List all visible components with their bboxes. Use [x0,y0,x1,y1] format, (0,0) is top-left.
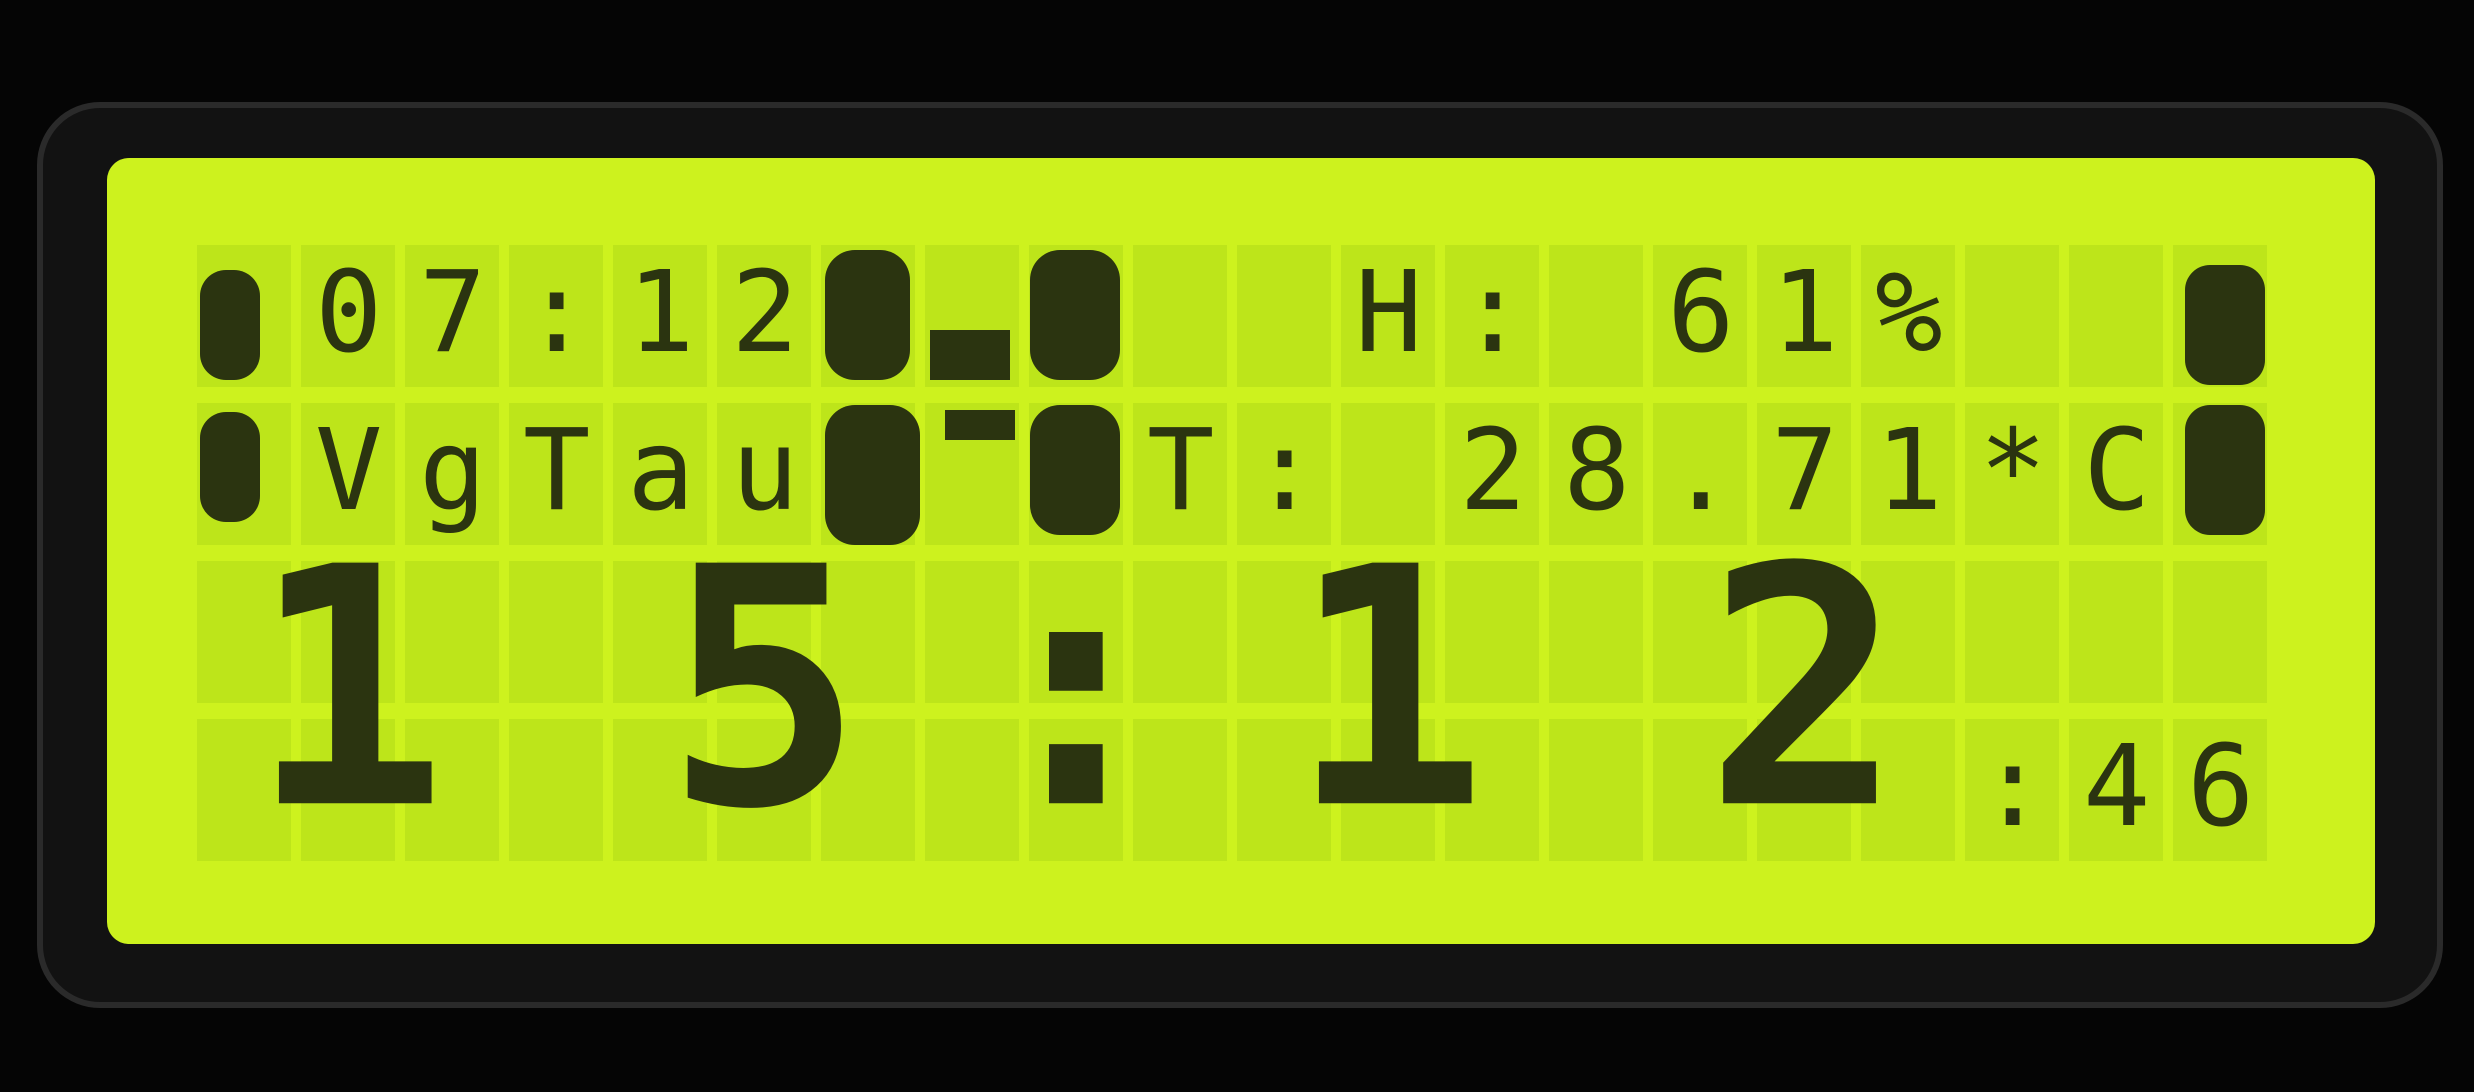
char-cell [1965,245,2059,387]
char-cell [509,245,603,387]
char-cell [509,719,603,861]
char-cell [1237,403,1331,545]
char-cell [717,719,811,861]
lcd-texts: 07:12 H: 61%VgTau T: 28.71*C:461 5:1 2 [249,248,2291,881]
char-cell [1445,403,1539,545]
char-cell [717,561,811,703]
char-cell [405,403,499,545]
char-cell [1237,245,1331,387]
char-cell [613,561,707,703]
char-cell [1653,719,1747,861]
char-cell [2069,561,2163,703]
char-cell [509,561,603,703]
lcd-text: 07:12 [315,248,835,378]
cell-grid [197,245,2267,861]
char-cell [1653,403,1747,545]
char-cell [717,403,811,545]
char-cell [405,719,499,861]
icon [945,410,1015,440]
char-cell [1133,719,1227,861]
big-digit: 5 [665,497,864,881]
char-cell [1133,403,1227,545]
char-cell [1653,245,1747,387]
char-cell [301,719,395,861]
icon [2185,405,2265,535]
char-cell [1029,719,1123,861]
icon [930,330,1010,380]
char-cell [1341,245,1435,387]
big-digit: 2 [1705,497,1904,881]
char-cell [2173,561,2267,703]
char-cell [717,245,811,387]
char-cell [405,561,499,703]
char-cell [613,245,707,387]
big-digit: 1 [1289,497,1488,881]
char-cell [613,719,707,861]
lcd-text: T: 28.71*C [1147,406,2187,536]
char-cell [1341,719,1435,861]
char-cell [1965,719,2059,861]
big-digit: : [977,497,1176,881]
char-cell [1029,561,1123,703]
icon [1030,250,1120,380]
char-cell [925,561,1019,703]
char-cell [1133,561,1227,703]
char-cell [2069,403,2163,545]
char-cell [1757,403,1851,545]
char-cell [1757,561,1851,703]
char-cell [821,561,915,703]
char-cell [1653,561,1747,703]
char-cell [1133,245,1227,387]
char-cell [1445,561,1539,703]
char-cell [2069,245,2163,387]
char-cell [1237,561,1331,703]
icon [825,405,920,545]
icons [200,250,2265,545]
char-cell [1549,719,1643,861]
char-cell [1549,245,1643,387]
char-cell [405,245,499,387]
char-cell [2173,719,2267,861]
char-cell [1965,561,2059,703]
char-cell [925,719,1019,861]
char-cell [1965,403,2059,545]
char-cell [301,403,395,545]
lcd-text: VgTau [315,406,835,536]
char-cell [2069,719,2163,861]
char-cell [1861,403,1955,545]
char-cell [1757,719,1851,861]
char-cell [1445,719,1539,861]
char-cell [509,403,603,545]
char-cell [1757,245,1851,387]
char-cell [1341,403,1435,545]
char-cell [1237,719,1331,861]
icon [200,412,260,522]
char-cell [301,245,395,387]
char-cell [613,403,707,545]
lcd-text: H: 61% [1355,248,1979,378]
char-cell [301,561,395,703]
lcd-text: :46 [1979,722,2291,852]
char-cell [1861,719,1955,861]
char-cell [1549,403,1643,545]
char-cell [1861,561,1955,703]
icon [1030,405,1120,535]
icon [200,270,260,380]
icon [2185,265,2265,385]
char-cell [1549,561,1643,703]
char-cell [1341,561,1435,703]
icon [825,250,910,380]
big-digit: 1 [249,497,448,881]
char-cell [197,561,291,703]
char-cell [1445,245,1539,387]
char-cell [821,719,915,861]
char-cell [1861,245,1955,387]
char-cell [197,719,291,861]
